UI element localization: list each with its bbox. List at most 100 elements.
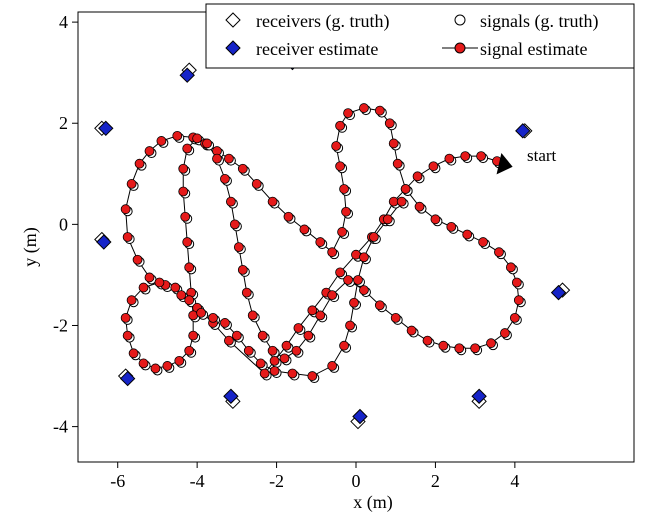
signal-estimate-point [122,232,133,242]
signal-estimate-point [396,196,407,207]
signal-estimate-point [132,254,143,265]
signal-estimate-point [412,171,423,182]
signal-estimate-point [500,328,510,338]
signal-estimate-point [335,120,346,131]
signal-estimate-point [470,343,481,354]
signal-estimate-point [374,300,385,311]
signal-estimate-point [184,295,195,306]
y-tick-label: -2 [53,315,68,335]
legend: receivers (g. truth) signals (g. truth) … [205,3,635,69]
signal-estimate-point [414,201,425,212]
legend-signals-truth-symbol [454,14,466,26]
y-axis-label: y (m) [20,227,41,267]
start-arrow [496,152,513,175]
signal-estimate-point [243,345,254,356]
signal-estimate-point [307,371,318,381]
receiver-estimate-point [515,123,531,139]
y-tick-label: -4 [53,417,68,437]
signal-estimate-point [138,282,149,293]
signal-estimate-point [388,138,399,149]
signal-estimate-point [353,275,363,285]
signal-estimate-point [509,312,520,323]
signal-estimate-point [267,345,278,356]
signal-estimate-point [327,361,338,371]
receiver-estimate-point [471,388,487,404]
signal-estimate-point [267,196,278,207]
legend-box [205,3,635,69]
signal-estimate-point [315,310,326,321]
signal-estimate-point [176,290,187,301]
legend-receivers-truth-label: receivers (g. truth) [256,11,389,32]
receiver-estimate-point [179,67,195,83]
signal-estimate-point [229,219,240,230]
signal-estimate-point [231,330,242,341]
signal-estimate-point [192,133,203,144]
signal-estimate-point [283,211,294,222]
signal-estimate-point [331,141,342,151]
signal-estimate-point [337,227,348,237]
signal-estimate-point [178,163,189,174]
signal-estimate-point [359,252,369,263]
receiver-estimate-point [119,370,136,387]
signal-estimate-point [303,330,314,341]
signal-estimate-point [476,151,487,162]
signal-estimate-point [454,343,465,354]
signal-estimate-point [430,214,441,225]
signal-estimate-point [343,275,353,285]
signal-estimate-point [341,206,351,217]
signal-estimate-point [237,163,248,174]
signal-estimate-point [384,118,395,129]
signal-estimate-point [255,358,266,369]
signal-estimate-point [339,184,349,194]
signal-estimate-point [315,237,326,247]
signal-estimate-point [446,221,457,232]
signal-estimate-point [126,179,137,189]
signal-estimate-point [287,368,298,379]
signal-estimate-point [174,355,185,366]
axis-ticks: -6 -4 -2 0 2 4 -4 -2 0 2 4 [53,12,519,491]
signal-estimate-point [156,136,167,146]
signal-estimate-point [505,262,516,273]
signal-estimate-point [180,211,191,222]
signal-estimate-point [511,277,522,288]
x-axis-label: x (m) [353,492,393,513]
receiver-estimate-point [550,284,567,301]
signal-estimate-point [134,158,145,169]
x-tick-label: 4 [510,471,519,491]
signal-estimate-point [486,338,496,349]
signal-estimate-point [345,320,355,331]
x-tick-label: -2 [269,471,284,491]
signal-estimate-point [184,345,195,356]
signal-estimate-point [122,330,133,341]
signal-estimate-point [281,340,292,351]
x-tick-label: -6 [110,471,125,491]
receiver-estimate-point [96,234,112,250]
signal-estimate-point [138,358,149,369]
x-tick-label: 0 [352,471,361,491]
legend-signal-estimate-label: signal estimate [480,39,587,59]
signal-estimate-point [269,355,280,366]
signal-estimate-point [154,277,165,288]
legend-receiver-estimate-symbol [225,40,241,56]
signal-estimate-point [478,237,488,247]
signal-estimate-point [390,312,401,323]
signal-estimate-point [359,103,369,113]
receiver-estimate-point [223,388,239,404]
signal-estimate-point [400,184,411,194]
x-tick-label: 2 [431,471,440,491]
signal-estimate-point [212,153,222,164]
signal-estimate-point [208,312,218,323]
y-tick-label: 2 [59,113,68,133]
signal-estimate-point [259,368,270,379]
signal-estimate-point [422,335,433,346]
signal-estimate-point [406,325,417,336]
signal-estimate-point [126,295,137,306]
signal-estimate-point [172,130,183,141]
signal-estimate-point [188,330,199,341]
start-label: start [527,146,557,165]
signal-estimate-point [220,173,230,184]
signal-estimate-point [359,285,369,295]
signal-estimate-point [291,345,302,356]
